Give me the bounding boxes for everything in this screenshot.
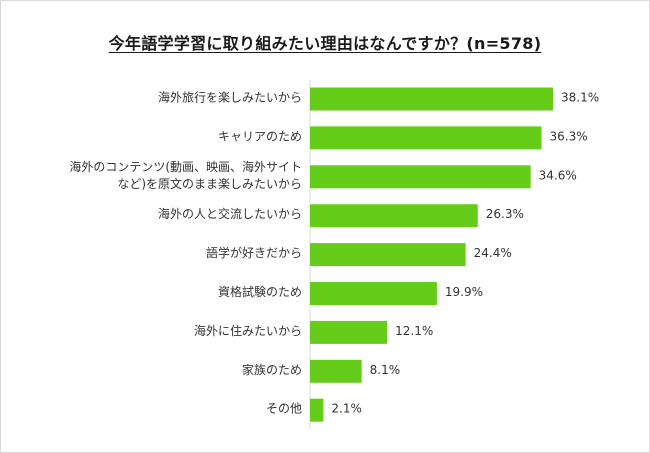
value-label: 2.1% xyxy=(331,402,362,416)
value-label: 12.1% xyxy=(395,324,433,338)
value-label: 38.1% xyxy=(561,91,599,105)
category-label: 海外の人と交流したいから xyxy=(158,206,302,221)
bar xyxy=(310,126,542,150)
bar xyxy=(310,320,388,344)
value-label: 34.6% xyxy=(539,168,577,182)
category-label: 海外に住みたいから xyxy=(194,323,302,338)
category-label: 語学が好きだから xyxy=(206,245,302,260)
category-label: 海外旅行を楽しみたいから xyxy=(158,90,302,105)
category-label: 資格試験のため xyxy=(218,284,302,299)
bar xyxy=(310,359,362,383)
value-label: 8.1% xyxy=(370,363,401,377)
chart-title: 今年語学学習に取り組みたい理由はなんですか？(n=578) xyxy=(108,34,542,53)
value-label: 19.9% xyxy=(445,285,483,299)
category-label: 家族のため xyxy=(242,362,302,377)
category-label: その他 xyxy=(266,402,302,416)
category-label: 海外のコンテンツ(動画、映画、海外サイト xyxy=(69,159,302,174)
bar xyxy=(310,204,478,228)
value-label: 26.3% xyxy=(486,207,524,221)
bar xyxy=(310,243,466,267)
category-label: キャリアのため xyxy=(218,129,302,143)
bar xyxy=(310,87,553,111)
bar xyxy=(310,282,437,305)
value-label: 24.4% xyxy=(474,246,512,260)
bar xyxy=(310,165,531,189)
value-label: 36.3% xyxy=(550,129,588,143)
bar xyxy=(310,398,324,422)
category-label: など)を原文のまま楽しみたいから xyxy=(117,176,302,191)
